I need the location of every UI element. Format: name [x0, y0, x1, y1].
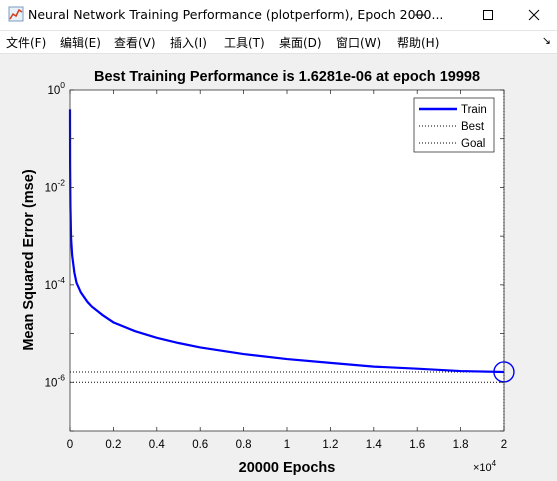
close-button[interactable]: [511, 0, 557, 30]
x-tick-label: 2: [501, 439, 507, 451]
chart-title: Best Training Performance is 1.6281e-06 …: [94, 69, 480, 85]
x-tick-label: 1.8: [453, 439, 469, 451]
title-bar: Neural Network Training Performance (plo…: [0, 0, 557, 31]
minimize-button[interactable]: [397, 0, 443, 30]
y-axis-label: Mean Squared Error (mse): [21, 169, 37, 350]
x-multiplier-base: ×10: [473, 462, 492, 474]
x-tick-label: 1: [284, 439, 290, 451]
x-tick-label: 1.4: [366, 439, 383, 451]
performance-plot: Best Training Performance is 1.6281e-06 …: [21, 69, 515, 476]
legend-best-label: Best: [461, 121, 485, 133]
legend-train-label: Train: [461, 104, 487, 116]
y-tick-label: 10-4: [45, 275, 66, 292]
menu-bar: 文件(F) 编辑(E) 查看(V) 插入(I) 工具(T) 桌面(D) 窗口(W…: [0, 31, 557, 54]
menu-insert[interactable]: 插入(I): [170, 36, 207, 50]
y-tick-label: 100: [47, 80, 65, 97]
menu-tools[interactable]: 工具(T): [224, 36, 265, 50]
x-axis-label: 20000 Epochs: [239, 460, 336, 476]
x-tick-label: 1.6: [409, 439, 425, 451]
y-tick-label: 10-6: [45, 372, 66, 389]
series-line-train: [68, 109, 504, 374]
menu-edit[interactable]: 编辑(E): [60, 36, 101, 50]
x-tick-label: 0.6: [192, 439, 208, 451]
matlab-figure-icon: [8, 6, 24, 22]
legend-box: [413, 97, 495, 153]
close-icon: [528, 9, 540, 21]
maximize-button[interactable]: [465, 0, 511, 30]
x-tick-label: 0.4: [149, 439, 166, 451]
maximize-icon: [483, 10, 493, 20]
menu-view[interactable]: 查看(V): [114, 36, 156, 50]
y-tick-label: 10-2: [45, 177, 66, 194]
minimize-icon: [415, 14, 425, 16]
x-tick-label: 0: [67, 439, 73, 451]
menu-desktop[interactable]: 桌面(D): [279, 36, 322, 50]
menu-help[interactable]: 帮助(H): [397, 36, 440, 50]
x-tick-label: 1.2: [322, 439, 338, 451]
x-tick-label: 0.8: [236, 439, 252, 451]
x-tick-label: 0.2: [105, 439, 121, 451]
legend-goal-label: Goal: [461, 138, 485, 150]
menu-file[interactable]: 文件(F): [6, 36, 47, 50]
x-axis-multiplier: ×104: [473, 459, 497, 474]
window-title: Neural Network Training Performance (plo…: [28, 7, 444, 22]
figure-area: Best Training Performance is 1.6281e-06 …: [0, 54, 557, 477]
menu-window[interactable]: 窗口(W): [336, 36, 382, 50]
toolbar-toggle-arrow-icon[interactable]: ↘: [541, 34, 551, 47]
legend[interactable]: Train Best Goal: [413, 97, 495, 153]
x-multiplier-exponent: 4: [492, 459, 497, 468]
